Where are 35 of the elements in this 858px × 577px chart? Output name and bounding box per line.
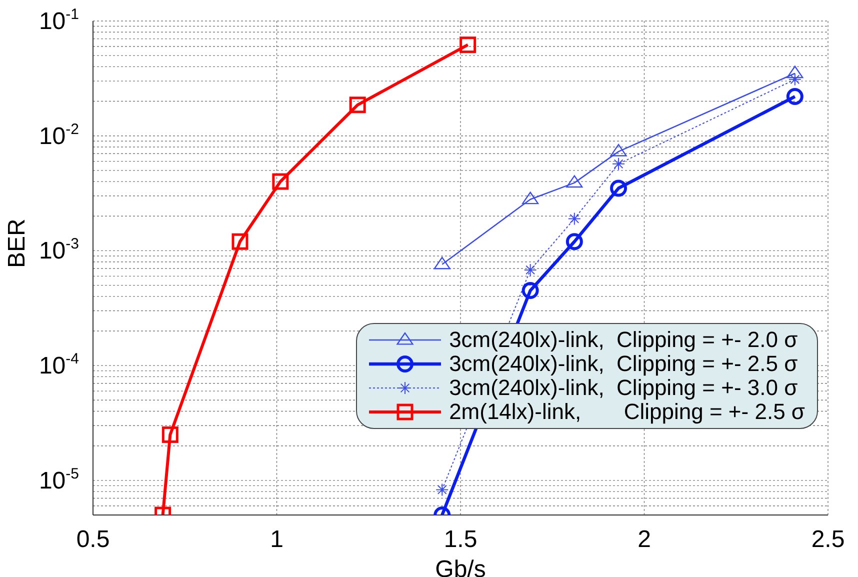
legend-label: 3cm(240lx)-link, Clipping = +- 3.0 σ [449, 375, 798, 400]
legend-label: 3cm(240lx)-link, Clipping = +- 2.5 σ [449, 351, 798, 376]
point [272, 173, 289, 190]
y-axis-title: BER [4, 218, 31, 268]
x-tick-label: 1.5 [444, 526, 478, 553]
x-tick-label: 2 [638, 526, 651, 553]
point [786, 66, 804, 78]
y-tick-label: 10$^{-3}$ [38, 235, 79, 265]
y-tick-label: 10$^{-1}$ [38, 6, 79, 35]
point [434, 256, 450, 270]
point [162, 426, 178, 443]
point [610, 144, 627, 156]
legend-label: 2m(14lx)-link, Clipping = +- 2.5 σ [449, 399, 805, 424]
point [566, 233, 583, 250]
point [610, 180, 628, 197]
point [788, 72, 802, 86]
x-axis-title: Gb/s [435, 556, 486, 577]
point [568, 212, 581, 226]
x-tick-label: 1 [270, 526, 284, 553]
point [522, 282, 539, 300]
x-tick-label: 2.5 [811, 526, 845, 553]
point [460, 36, 476, 54]
point [524, 263, 537, 276]
point [436, 483, 449, 496]
y-tick-label: 10$^{-5}$ [38, 464, 79, 494]
legend-label: 3cm(240lx)-link, Clipping = +- 2.0 σ [449, 327, 798, 352]
point [349, 96, 366, 114]
point [566, 175, 583, 188]
y-tick-label: 10$^{-2}$ [38, 120, 79, 150]
point [786, 88, 804, 106]
point [522, 192, 539, 204]
y-tick-label: 10$^{-4}$ [38, 350, 79, 380]
point [612, 157, 626, 170]
x-tick-label: 0.5 [76, 526, 110, 553]
point [232, 233, 248, 250]
